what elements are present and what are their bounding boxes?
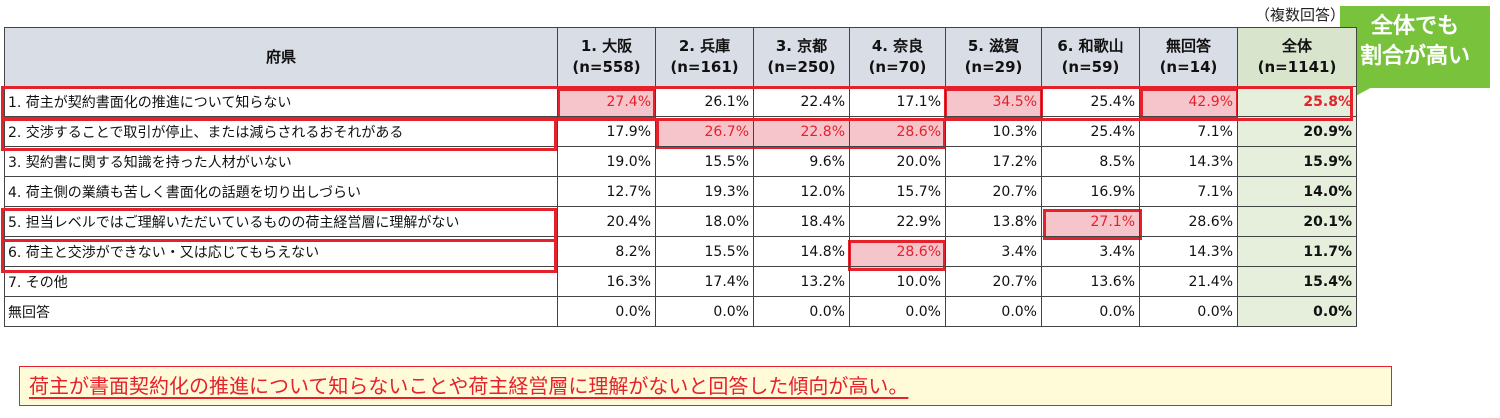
table-row: 1. 荷主が契約書面化の推進について知らない 27.4% 26.1% 22.4% 17.… <box>4 86 1357 117</box>
value-cell: 34.5% <box>945 86 1042 117</box>
value-cell: 19.3% <box>655 176 754 207</box>
value-cell: 26.7% <box>655 116 754 147</box>
value-cell: 20.7% <box>945 266 1042 297</box>
value-cell: 15.5% <box>655 146 754 177</box>
value-cell: 0.0% <box>753 296 850 327</box>
total-cell: 0.0% <box>1237 296 1357 327</box>
row-label: 5. 担当レベルではご理解いただいているものの荷主経営層に理解がない <box>4 206 558 237</box>
value-cell: 22.4% <box>753 86 850 117</box>
value-cell: 3.4% <box>1041 236 1140 267</box>
total-cell: 15.9% <box>1237 146 1357 177</box>
row-label: 無回答 <box>4 296 558 327</box>
row-label: 3. 契約書に関する知識を持った人材がいない <box>4 146 558 177</box>
table-row: 無回答 0.0% 0.0% 0.0% 0.0% 0.0% 0.0% 0.0% 0.0% <box>4 296 1357 327</box>
value-cell: 18.4% <box>753 206 850 237</box>
value-cell: 8.2% <box>557 236 656 267</box>
row-label: 1. 荷主が契約書面化の推進について知らない <box>4 86 558 117</box>
total-cell: 11.7% <box>1237 236 1357 267</box>
value-cell: 7.1% <box>1139 176 1238 207</box>
value-cell: 19.0% <box>557 146 656 177</box>
value-cell: 17.2% <box>945 146 1042 177</box>
total-cell: 15.4% <box>1237 266 1357 297</box>
value-cell: 17.4% <box>655 266 754 297</box>
row-label: 2. 交渉することで取引が停止、または減らされるおそれがある <box>4 116 558 147</box>
value-cell: 42.9% <box>1139 86 1238 117</box>
value-cell: 18.0% <box>655 206 754 237</box>
value-cell: 14.3% <box>1139 146 1238 177</box>
survey-table: 府県 1. 大阪 (n=558) 2. 兵庫 (n=161) 3. 京都 (n=250… <box>4 27 1357 327</box>
value-cell: 0.0% <box>849 296 946 327</box>
value-cell: 10.3% <box>945 116 1042 147</box>
value-cell: 20.0% <box>849 146 946 177</box>
value-cell: 27.1% <box>1041 206 1140 237</box>
value-cell: 0.0% <box>557 296 656 327</box>
value-cell: 14.8% <box>753 236 850 267</box>
value-cell: 28.6% <box>849 116 946 147</box>
value-cell: 22.9% <box>849 206 946 237</box>
value-cell: 10.0% <box>849 266 946 297</box>
value-cell: 12.7% <box>557 176 656 207</box>
header-no-answer: 無回答 (n=14) <box>1139 27 1238 87</box>
total-cell: 14.0% <box>1237 176 1357 207</box>
header-nara: 4. 奈良 (n=70) <box>849 27 946 87</box>
value-cell: 3.4% <box>945 236 1042 267</box>
value-cell: 0.0% <box>1041 296 1140 327</box>
row-label: 6. 荷主と交渉ができない・又は応じてもらえない <box>4 236 558 267</box>
header-kyoto: 3. 京都 (n=250) <box>753 27 850 87</box>
header-total: 全体 (n=1141) <box>1237 27 1357 87</box>
value-cell: 12.0% <box>753 176 850 207</box>
value-cell: 9.6% <box>753 146 850 177</box>
table-row: 7. その他 16.3% 17.4% 13.2% 10.0% 20.7% 13.6% 21.4… <box>4 266 1357 297</box>
value-cell: 15.5% <box>655 236 754 267</box>
value-cell: 22.8% <box>753 116 850 147</box>
value-cell: 17.1% <box>849 86 946 117</box>
row-label: 7. その他 <box>4 266 558 297</box>
table-row: 6. 荷主と交渉ができない・又は応じてもらえない 8.2% 15.5% 14.8% 28… <box>4 236 1357 267</box>
summary-text: 荷主が書面契約化の推進について知らないことや荷主経営層に理解がないと回答した傾向… <box>29 374 909 398</box>
header-shiga: 5. 滋賀 (n=29) <box>945 27 1042 87</box>
value-cell: 0.0% <box>1139 296 1238 327</box>
value-cell: 7.1% <box>1139 116 1238 147</box>
value-cell: 25.4% <box>1041 116 1140 147</box>
header-osaka: 1. 大阪 (n=558) <box>557 27 656 87</box>
table-row: 4. 荷主側の業績も苦しく書面化の話題を切り出しづらい 12.7% 19.3% 12.… <box>4 176 1357 207</box>
value-cell: 26.1% <box>655 86 754 117</box>
value-cell: 16.3% <box>557 266 656 297</box>
value-cell: 25.4% <box>1041 86 1140 117</box>
value-cell: 0.0% <box>945 296 1042 327</box>
value-cell: 14.3% <box>1139 236 1238 267</box>
summary-box: 荷主が書面契約化の推進について知らないことや荷主経営層に理解がないと回答した傾向… <box>19 366 1392 406</box>
value-cell: 13.6% <box>1041 266 1140 297</box>
header-wakayama: 6. 和歌山 (n=59) <box>1041 27 1140 87</box>
table-row: 3. 契約書に関する知識を持った人材がいない 19.0% 15.5% 9.6% 20.0… <box>4 146 1357 177</box>
table-row: 5. 担当レベルではご理解いただいているものの荷主経営層に理解がない 20.4% 1… <box>4 206 1357 237</box>
value-cell: 8.5% <box>1041 146 1140 177</box>
value-cell: 20.4% <box>557 206 656 237</box>
header-row: 府県 1. 大阪 (n=558) 2. 兵庫 (n=161) 3. 京都 (n=250… <box>4 27 1357 87</box>
total-cell: 20.1% <box>1237 206 1357 237</box>
multiple-answer-note: （複数回答） <box>1255 6 1346 24</box>
value-cell: 13.8% <box>945 206 1042 237</box>
value-cell: 16.9% <box>1041 176 1140 207</box>
header-label: 府県 <box>4 27 558 87</box>
total-cell: 20.9% <box>1237 116 1357 147</box>
row-label: 4. 荷主側の業績も苦しく書面化の話題を切り出しづらい <box>4 176 558 207</box>
value-cell: 17.9% <box>557 116 656 147</box>
value-cell: 28.6% <box>849 236 946 267</box>
value-cell: 27.4% <box>557 86 656 117</box>
value-cell: 13.2% <box>753 266 850 297</box>
value-cell: 21.4% <box>1139 266 1238 297</box>
callout-box: 全体でも 割合が高い <box>1340 6 1490 88</box>
total-cell: 25.8% <box>1237 86 1357 117</box>
value-cell: 28.6% <box>1139 206 1238 237</box>
header-hyogo: 2. 兵庫 (n=161) <box>655 27 754 87</box>
value-cell: 15.7% <box>849 176 946 207</box>
value-cell: 20.7% <box>945 176 1042 207</box>
table-row: 2. 交渉することで取引が停止、または減らされるおそれがある 17.9% 26.7%… <box>4 116 1357 147</box>
value-cell: 0.0% <box>655 296 754 327</box>
